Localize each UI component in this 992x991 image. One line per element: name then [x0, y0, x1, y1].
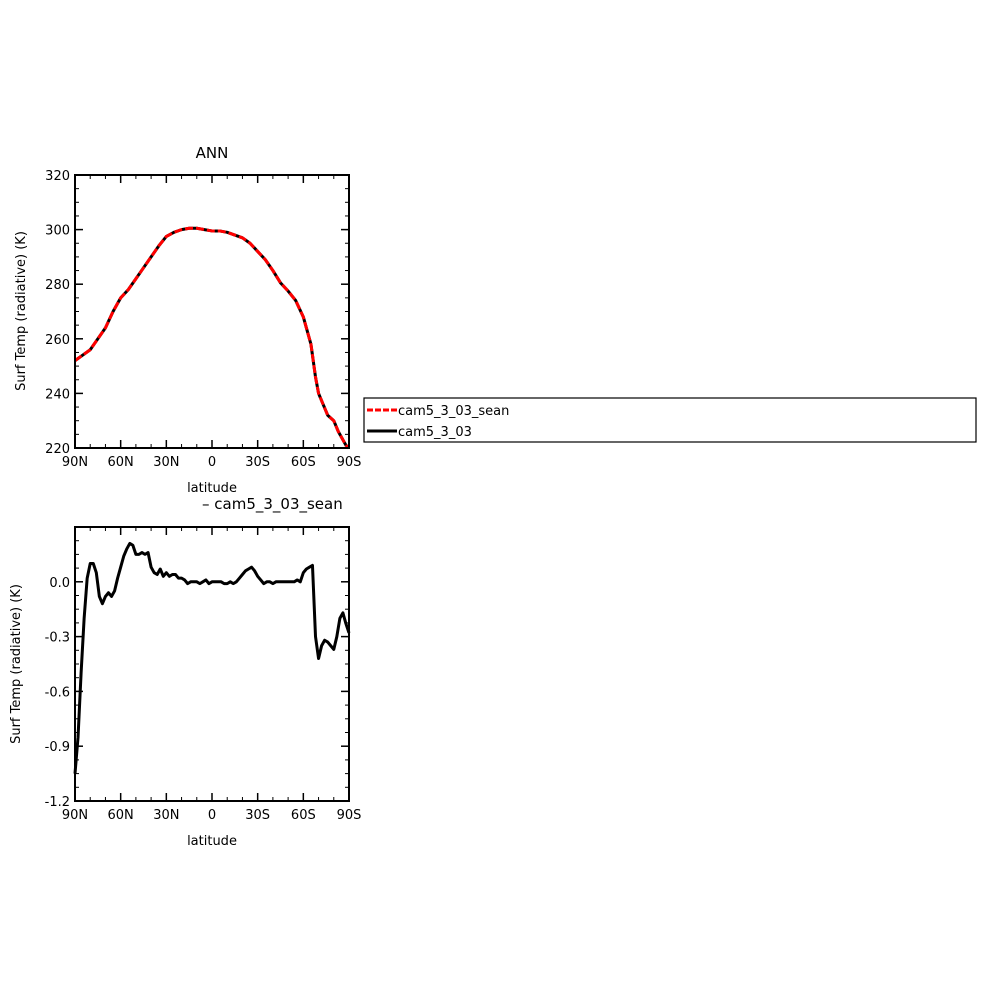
legend-label-1: cam5_3_03_sean: [398, 404, 509, 419]
top-ytick-label: 300: [45, 224, 70, 239]
top-xtick-label: 60N: [108, 455, 134, 470]
top-ytick-label: 320: [45, 169, 70, 184]
top-panel: ANN latitude Surf Temp (radiative) (K) 9…: [14, 144, 361, 496]
bottom-title: – cam5_3_03_sean: [202, 495, 343, 514]
top-lines: [74, 226, 351, 450]
legend-label-2: cam5_3_03: [398, 425, 472, 440]
top-ytick-label: 240: [45, 387, 70, 402]
bottom-xtick-label: 0: [208, 808, 216, 823]
top-xtick-label: 30S: [245, 455, 270, 470]
bottom-plot-frame: [74, 526, 350, 802]
top-xtick-label: 30N: [153, 455, 179, 470]
top-xtick-label: 90N: [62, 455, 88, 470]
bottom-ytick-label: -0.3: [45, 631, 70, 646]
bottom-ytick-label: 0.0: [49, 576, 70, 591]
top-ytick-label: 260: [45, 333, 70, 348]
bottom-ytick-label: -0.6: [45, 685, 70, 700]
legend: cam5_3_03_sean cam5_3_03: [363, 397, 977, 443]
legend-box: [363, 397, 977, 443]
top-xtick-label: 90S: [337, 455, 362, 470]
bottom-xtick-label: 90N: [62, 808, 88, 823]
bottom-xtick-label: 60N: [108, 808, 134, 823]
bottom-ytick-label: -0.9: [45, 740, 70, 755]
bottom-panel: – cam5_3_03_sean latitude Surf Temp (rad…: [9, 495, 361, 849]
top-ticks: 90N 60N 30N 0 30S 60S 90S 220 240 260 280 300 320: [45, 169, 361, 470]
top-xlabel: latitude: [187, 481, 237, 496]
bottom-xtick-label: 30S: [245, 808, 270, 823]
bottom-xtick-label: 60S: [291, 808, 316, 823]
top-xtick-label: 60S: [291, 455, 316, 470]
bottom-series-line: [73, 541, 351, 774]
top-ytick-label: 220: [45, 442, 70, 457]
top-series-line: [74, 226, 351, 450]
top-title: ANN: [196, 144, 229, 162]
bottom-ytick-label: -1.2: [45, 795, 70, 810]
top-ytick-label: 280: [45, 278, 70, 293]
bottom-xtick-label: 90S: [337, 808, 362, 823]
bottom-xlabel: latitude: [187, 834, 237, 849]
top-ylabel: Surf Temp (radiative) (K): [14, 231, 29, 391]
bottom-ylabel: Surf Temp (radiative) (K): [9, 584, 24, 744]
bottom-lines: [73, 541, 351, 774]
top-plot-frame: [74, 174, 350, 449]
bottom-xtick-label: 30N: [153, 808, 179, 823]
top-xtick-label: 0: [208, 455, 216, 470]
